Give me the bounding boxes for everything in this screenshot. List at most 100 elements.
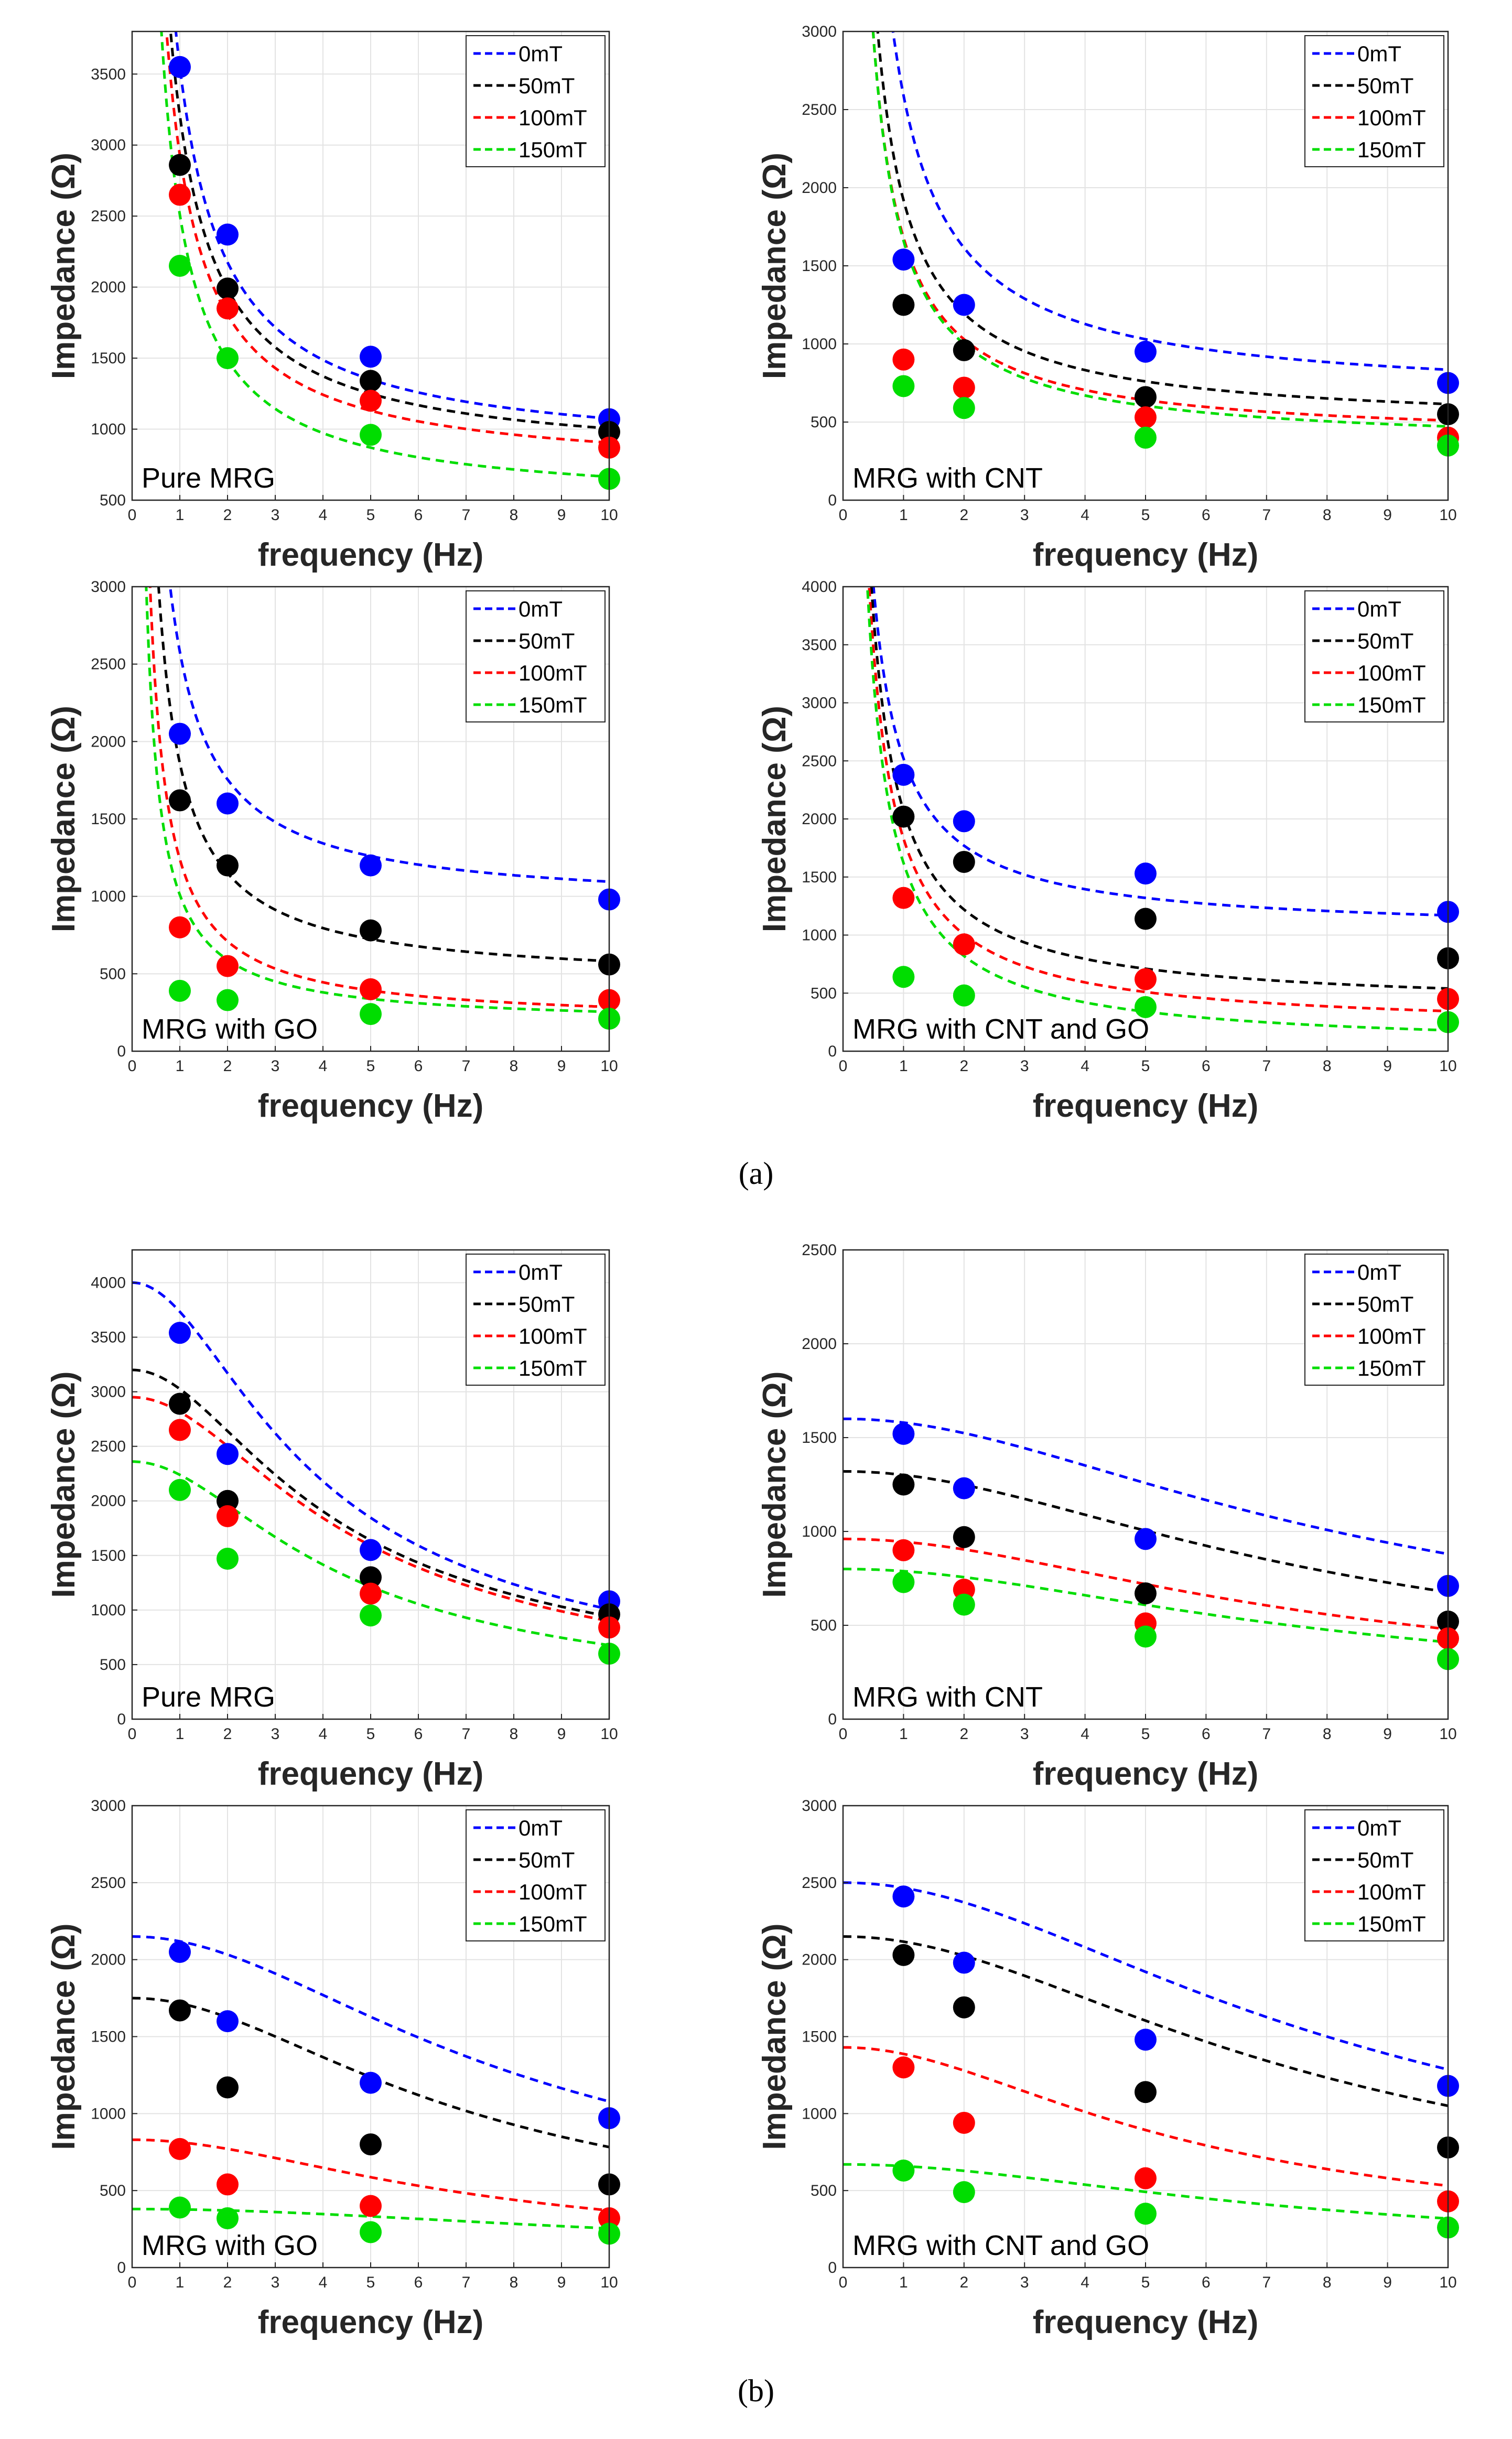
data-point-0mT: [360, 1539, 382, 1561]
fit-curve-100mT: [843, 1537, 1448, 1631]
y-tick-label: 1500: [802, 2028, 837, 2046]
x-tick-label: 2: [223, 1725, 232, 1743]
x-tick-label: 8: [1323, 1057, 1332, 1075]
data-point-150mT: [217, 2207, 239, 2230]
data-point-100mT: [892, 348, 915, 371]
x-tick-label: 9: [557, 506, 566, 524]
data-point-100mT: [892, 2056, 915, 2079]
x-tick-label: 7: [462, 1725, 471, 1743]
y-tick-label: 4000: [91, 1274, 126, 1291]
y-tick-label: 2500: [91, 1438, 126, 1455]
fit-curve-150mT: [843, 2163, 1448, 2220]
data-point-0mT: [1135, 862, 1157, 885]
x-tick-label: 5: [1141, 2274, 1150, 2291]
x-tick-label: 4: [1081, 506, 1089, 524]
x-tick-label: 4: [1081, 1057, 1089, 1075]
data-point-150mT: [217, 989, 239, 1011]
x-tick-label: 9: [557, 1725, 566, 1743]
x-tick-label: 8: [1323, 2274, 1332, 2291]
data-point-100mT: [360, 1582, 382, 1605]
data-point-150mT: [1135, 426, 1157, 449]
legend-entry-100mT: 100mT: [1357, 661, 1426, 685]
y-axis-label: Impedance (Ω): [46, 706, 82, 932]
x-tick-label: 6: [414, 1057, 423, 1075]
y-tick-label: 2500: [91, 1874, 126, 1892]
data-point-50mT: [953, 1996, 975, 2019]
data-point-50mT: [892, 294, 915, 316]
y-tick-label: 500: [100, 1656, 126, 1674]
panel-label: MRG with GO: [142, 1013, 318, 1045]
fit-curve-100mT: [843, 2046, 1448, 2187]
y-tick-label: 2000: [91, 1493, 126, 1510]
y-tick-label: 0: [117, 1711, 126, 1728]
x-tick-label: 6: [414, 1725, 423, 1743]
data-point-0mT: [892, 249, 915, 271]
x-axis-label: frequency (Hz): [1033, 1756, 1259, 1792]
x-tick-label: 5: [1141, 1725, 1150, 1743]
x-tick-label: 2: [223, 1057, 232, 1075]
legend-entry-150mT: 150mT: [1357, 693, 1426, 717]
data-point-0mT: [1135, 340, 1157, 363]
data-point-0mT: [217, 223, 239, 246]
panel-a4: 0 1 2 3 4 5 6 7 8 9 10 0 500 1000 1500 2000 2500 3000 3500…: [757, 578, 1459, 1124]
panel-b4: 0 1 2 3 4 5 6 7 8 9 10 0 500 1000 1500 2000 2500 3000 freq…: [757, 1797, 1459, 2340]
legend: 0mT 50mT 100mT 150mT: [1304, 590, 1444, 722]
panel-a1: 0 1 2 3 4 5 6 7 8 9 10 500 1000 1500 2000 2500 3000 3500 f…: [46, 30, 620, 573]
data-point-100mT: [1135, 2167, 1157, 2189]
legend-entry-50mT: 50mT: [519, 1292, 575, 1316]
fit-curve-50mT: [843, 1935, 1448, 2107]
y-tick-label: 2000: [802, 1335, 837, 1353]
x-axis-label: frequency (Hz): [258, 537, 484, 573]
x-tick-label: 6: [1202, 1725, 1211, 1743]
fit-curves: [843, 1881, 1448, 2220]
data-point-0mT: [953, 294, 975, 316]
panel-a3: 0 1 2 3 4 5 6 7 8 9 10 0 500 1000 1500 2000 2500 3000 freq…: [46, 578, 620, 1124]
y-axis-label: Impedance (Ω): [757, 1371, 793, 1598]
x-tick-label: 2: [959, 1057, 968, 1075]
panel-label: Pure MRG: [142, 1681, 275, 1713]
caption-a: (a): [739, 1156, 774, 1191]
x-tick-label: 7: [1262, 506, 1271, 524]
x-tick-label: 8: [1323, 506, 1332, 524]
fit-curve-150mT: [871, 31, 1448, 428]
x-tick-label: 3: [1020, 1057, 1029, 1075]
data-point-150mT: [892, 2159, 915, 2182]
data-point-50mT: [360, 370, 382, 392]
legend-entry-0mT: 0mT: [1357, 1260, 1401, 1285]
legend: 0mT 50mT 100mT 150mT: [466, 1809, 606, 1941]
data-point-50mT: [1135, 386, 1157, 408]
legend-box: [466, 1254, 606, 1386]
data-point-150mT: [953, 1593, 975, 1616]
x-tick-label: 2: [959, 1725, 968, 1743]
legend-box: [1304, 1809, 1444, 1941]
y-tick-label: 1500: [91, 2028, 126, 2046]
y-tick-label: 0: [828, 1043, 837, 1060]
y-axis-label: Impedance (Ω): [46, 1371, 82, 1598]
data-point-50mT: [892, 805, 915, 828]
y-tick-label: 500: [811, 2182, 837, 2199]
x-tick-label: 0: [839, 2274, 848, 2291]
data-point-0mT: [360, 2071, 382, 2094]
data-point-0mT: [169, 1322, 191, 1344]
y-tick-label: 1500: [802, 257, 837, 275]
data-point-150mT: [217, 347, 239, 370]
y-tick-label: 2000: [91, 279, 126, 296]
x-axis-label: frequency (Hz): [258, 1756, 484, 1792]
data-point-0mT: [169, 56, 191, 78]
y-tick-label: 3000: [802, 695, 837, 712]
x-tick-label: 0: [839, 506, 848, 524]
data-point-0mT: [217, 1443, 239, 1465]
y-tick-label: 1000: [91, 2105, 126, 2122]
x-tick-label: 0: [128, 1725, 137, 1743]
data-point-50mT: [169, 1999, 191, 2022]
x-tick-label: 3: [271, 1725, 280, 1743]
legend-entry-100mT: 100mT: [519, 105, 587, 130]
legend-entry-150mT: 150mT: [519, 1356, 587, 1380]
x-tick-label: 10: [600, 506, 618, 524]
x-tick-label: 10: [600, 1057, 618, 1075]
fit-curve-100mT: [132, 2138, 609, 2212]
y-tick-label: 3000: [91, 137, 126, 154]
legend-box: [1304, 1254, 1444, 1386]
data-point-100mT: [217, 955, 239, 977]
data-point-150mT: [892, 1571, 915, 1593]
